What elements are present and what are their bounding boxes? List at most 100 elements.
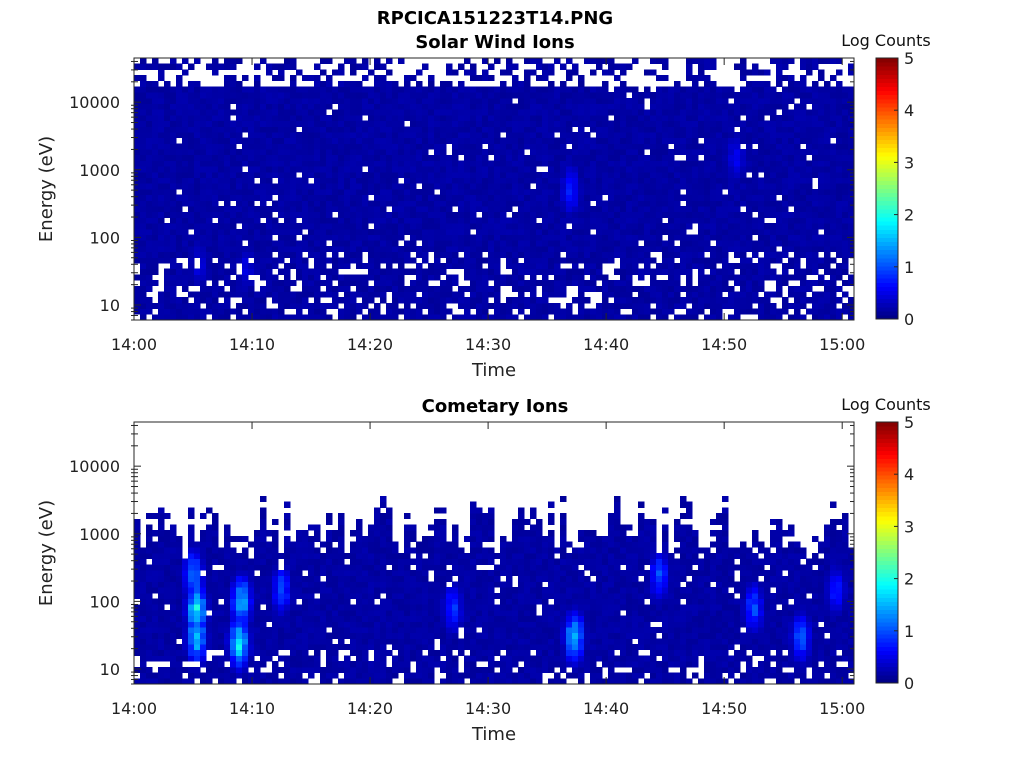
- heatmap-cell: [194, 80, 201, 87]
- heatmap-cell: [806, 149, 813, 156]
- heatmap-cell: [578, 166, 585, 173]
- heatmap-cell: [848, 63, 855, 70]
- heatmap-cell: [494, 126, 501, 133]
- heatmap-cell: [392, 240, 399, 247]
- heatmap-cell: [482, 257, 489, 264]
- heatmap-cell: [398, 183, 405, 190]
- heatmap-cell: [260, 143, 267, 150]
- heatmap-cell: [332, 223, 339, 230]
- heatmap-cell: [818, 132, 825, 139]
- heatmap-cell: [314, 80, 321, 87]
- heatmap-cell: [800, 302, 807, 310]
- heatmap-cell: [260, 86, 267, 93]
- heatmap-cell: [350, 120, 357, 127]
- heatmap-cell: [566, 149, 573, 156]
- heatmap-cell: [188, 171, 195, 179]
- heatmap-cell: [470, 75, 477, 82]
- heatmap-cell: [146, 183, 153, 190]
- heatmap-cell: [830, 160, 837, 167]
- heatmap-cell: [134, 553, 141, 560]
- heatmap-cell: [182, 120, 189, 127]
- heatmap-cell: [728, 217, 735, 224]
- heatmap-cell: [704, 166, 711, 173]
- heatmap-cell: [428, 206, 435, 213]
- heatmap-cell: [374, 137, 381, 144]
- heatmap-cell: [818, 189, 825, 196]
- heatmap-cell: [632, 297, 639, 304]
- heatmap-cell: [272, 308, 279, 315]
- heatmap-cell: [590, 223, 597, 230]
- heatmap-cell: [794, 137, 801, 144]
- heatmap-cell: [278, 63, 285, 70]
- heatmap-cell: [152, 126, 159, 133]
- heatmap-cell: [140, 263, 147, 270]
- heatmap-cell: [632, 194, 639, 201]
- heatmap-cell: [632, 166, 639, 173]
- heatmap-cell: [836, 211, 843, 218]
- heatmap-cell: [254, 63, 261, 70]
- heatmap-cell: [554, 86, 561, 93]
- heatmap-cell: [278, 137, 285, 144]
- heatmap-cell: [572, 69, 579, 76]
- heatmap-cell: [842, 263, 849, 270]
- heatmap-cell: [782, 217, 789, 224]
- heatmap-cell: [518, 302, 525, 310]
- heatmap-cell: [362, 228, 369, 235]
- heatmap-cell: [362, 274, 369, 281]
- heatmap-cell: [704, 149, 711, 156]
- heatmap-cell: [788, 114, 795, 122]
- heatmap-cell: [194, 177, 201, 184]
- heatmap-cell: [464, 240, 471, 247]
- heatmap-cell: [362, 223, 369, 230]
- heatmap-cell: [494, 280, 501, 287]
- heatmap-cell: [284, 137, 291, 144]
- heatmap-cell: [566, 97, 573, 104]
- heatmap-cell: [464, 302, 471, 310]
- heatmap-cell: [338, 194, 345, 201]
- heatmap-cell: [812, 240, 819, 247]
- heatmap-cell: [314, 234, 321, 241]
- heatmap-cell: [236, 245, 243, 253]
- heatmap-cell: [134, 154, 141, 161]
- heatmap-cell: [782, 177, 789, 184]
- heatmap-cell: [458, 132, 465, 139]
- heatmap-cell: [794, 263, 801, 270]
- heatmap-cell: [794, 171, 801, 179]
- heatmap-cell: [332, 245, 339, 253]
- heatmap-cell: [380, 251, 387, 258]
- heatmap-cell: [350, 240, 357, 247]
- heatmap-cell: [686, 86, 693, 93]
- heatmap-cell: [494, 120, 501, 127]
- heatmap-cell: [500, 234, 507, 241]
- heatmap-cell: [650, 257, 657, 264]
- heatmap-cell: [764, 297, 771, 304]
- heatmap-cell: [608, 166, 615, 173]
- heatmap-cell: [440, 171, 447, 179]
- heatmap-cell: [434, 297, 441, 304]
- heatmap-cell: [500, 302, 507, 310]
- heatmap-cell: [788, 274, 795, 281]
- heatmap-cell: [734, 274, 741, 281]
- heatmap-cell: [158, 114, 165, 122]
- heatmap-cell: [434, 302, 441, 310]
- heatmap-cell: [440, 263, 447, 270]
- heatmap-cell: [638, 160, 645, 167]
- heatmap-cell: [614, 114, 621, 122]
- heatmap-cell: [728, 149, 735, 156]
- heatmap-cell: [614, 63, 621, 70]
- heatmap-cell: [722, 137, 729, 144]
- colorbar-swatch: [876, 265, 898, 271]
- heatmap-cell: [254, 92, 261, 99]
- heatmap-cell: [602, 234, 609, 241]
- heatmap-cell: [824, 160, 831, 167]
- heatmap-cell: [506, 177, 513, 184]
- heatmap-cell: [584, 149, 591, 156]
- heatmap-cell: [830, 206, 837, 213]
- heatmap-cell: [338, 240, 345, 247]
- heatmap-cell: [464, 297, 471, 304]
- heatmap-cell: [254, 149, 261, 156]
- heatmap-cell: [596, 189, 603, 196]
- heatmap-cell: [578, 75, 585, 82]
- heatmap-cell: [368, 171, 375, 179]
- heatmap-cell: [620, 86, 627, 93]
